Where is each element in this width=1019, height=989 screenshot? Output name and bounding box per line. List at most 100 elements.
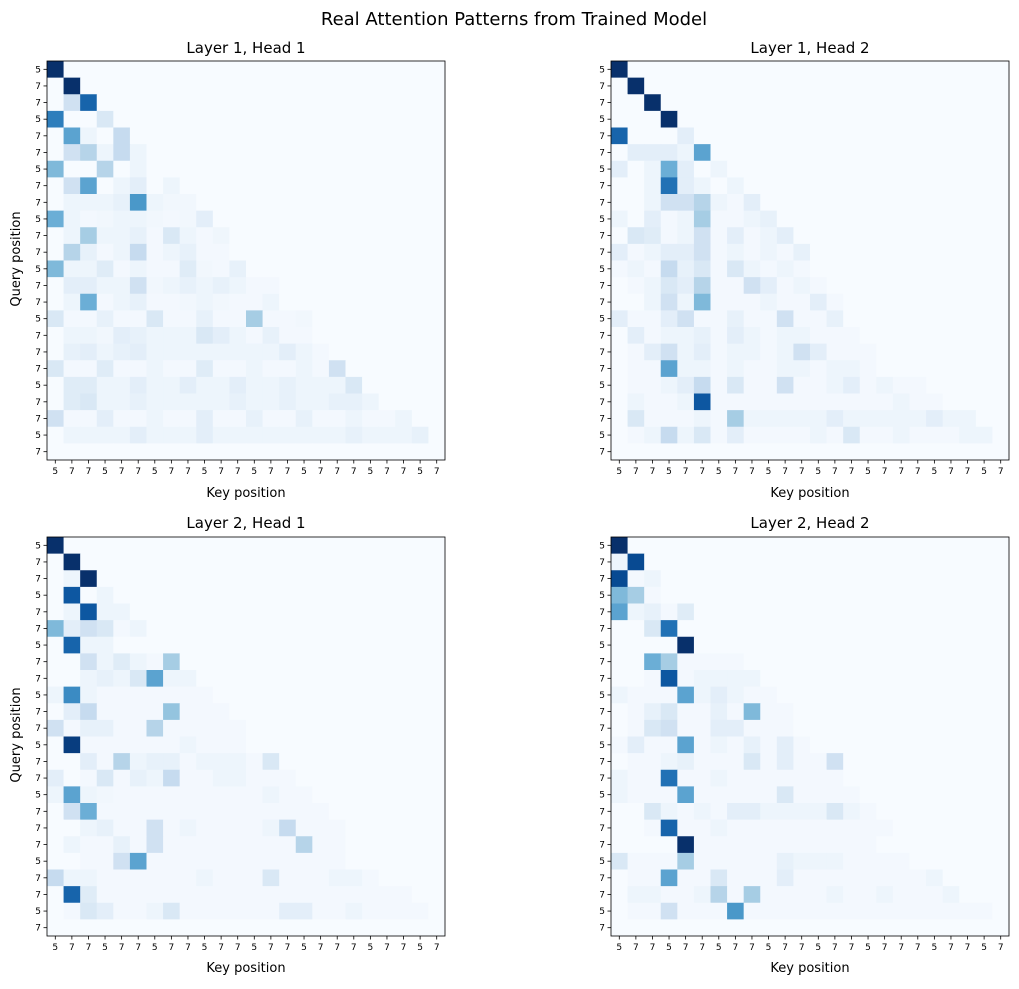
heatmap-cell [163,177,181,195]
heatmap-cell [959,127,977,145]
heatmap-cell [328,61,346,79]
heatmap-cell [843,636,861,654]
heatmap-cell [146,110,164,128]
y-tick-label: 7 [35,365,41,375]
heatmap-cell [793,570,811,588]
heatmap-cell [47,586,64,604]
heatmap-cell [810,110,827,128]
heatmap-cell [163,443,181,461]
heatmap-cell [810,636,827,654]
x-tick-label: 7 [334,467,340,477]
figure-title: Real Attention Patterns from Trained Mod… [321,9,707,30]
heatmap-cell [975,537,993,555]
heatmap-cell [428,393,446,411]
heatmap-cell [229,670,247,688]
heatmap-cell [810,670,827,688]
heatmap-cell [843,886,861,904]
heatmap-cell [859,919,877,937]
heatmap-cell [63,127,81,145]
heatmap-cell [926,410,944,428]
heatmap-cell [179,360,197,378]
heatmap-cell [942,537,960,555]
heatmap-cell [644,443,662,461]
heatmap-cell [793,719,811,737]
heatmap-cell [328,293,346,311]
x-axis-label: Key position [770,486,849,501]
heatmap-cell [926,160,944,178]
heatmap-cell [428,194,446,212]
heatmap-cell [345,360,363,378]
heatmap-cell [793,769,811,787]
heatmap-cell [627,836,645,854]
heatmap-cell [843,260,861,278]
heatmap-cell [378,719,396,737]
heatmap-cell [345,77,363,95]
heatmap-cell [212,327,230,345]
heatmap-cell [196,160,214,178]
heatmap-cell [942,736,960,754]
heatmap-cell [693,426,711,444]
heatmap-cell [843,127,861,145]
heatmap-cell [776,803,794,821]
heatmap-cell [926,277,944,295]
heatmap-cell [743,803,761,821]
heatmap-cell [942,160,960,178]
heatmap-cell [793,94,811,112]
y-tick-label: 7 [599,148,605,158]
heatmap-cell [859,586,877,604]
heatmap-cell [843,836,861,854]
heatmap-cell [428,94,446,112]
heatmap-cell [378,636,396,654]
heatmap-cell [196,852,214,870]
x-tick-label: 5 [152,467,158,477]
heatmap-cell [826,94,844,112]
heatmap-cell [345,537,363,555]
heatmap-cell [129,227,147,245]
heatmap-cell [810,686,827,704]
heatmap-cell [992,210,1010,228]
heatmap-cell [47,653,64,671]
heatmap-cell [246,310,263,328]
heatmap-cell [859,819,877,837]
heatmap-cell [428,653,446,671]
heatmap-cell [843,803,861,821]
heatmap-cell [179,553,197,571]
heatmap-cell [312,719,330,737]
heatmap-cell [113,360,131,378]
heatmap-cell [345,719,363,737]
heatmap-cell [312,110,330,128]
heatmap-cell [909,177,927,195]
heatmap-cell [760,670,778,688]
heatmap-cell [942,553,960,571]
heatmap-cell [395,636,413,654]
heatmap-cell [627,177,645,195]
heatmap-cell [378,243,396,261]
heatmap-cell [129,686,147,704]
heatmap-cell [96,670,114,688]
heatmap-cell [212,426,230,444]
heatmap-cell [80,537,98,555]
heatmap-cell [876,919,894,937]
heatmap-cell [975,586,993,604]
heatmap-cell [229,703,247,721]
heatmap-cell [660,177,678,195]
heatmap-cell [810,243,827,261]
heatmap-cell [727,653,745,671]
heatmap-cell [146,127,164,145]
heatmap-cell [843,620,861,638]
x-tick-label: 7 [169,467,175,477]
heatmap-cell [196,537,214,555]
heatmap-cell [345,786,363,804]
heatmap-cell [246,786,263,804]
heatmap-cell [926,869,944,887]
heatmap-cell [975,61,993,79]
heatmap-cell [411,769,429,787]
heatmap-cell [826,277,844,295]
heatmap-cell [428,686,446,704]
heatmap-cell [395,703,413,721]
heatmap-cell [80,803,98,821]
heatmap-cell [826,836,844,854]
heatmap-cell [793,194,811,212]
heatmap-cell [163,77,181,95]
heatmap-cell [693,277,711,295]
